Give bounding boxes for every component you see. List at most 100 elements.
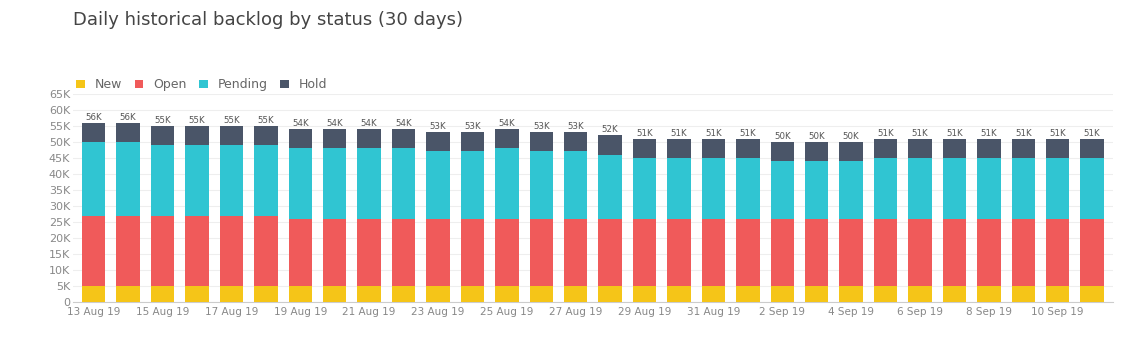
Text: 51K: 51K [671, 129, 687, 138]
Bar [461, 152, 484, 219]
Bar [805, 142, 828, 161]
Bar [771, 286, 794, 302]
Bar [1046, 158, 1069, 219]
Bar [151, 216, 174, 286]
Bar [668, 286, 690, 302]
Bar [392, 219, 415, 286]
Bar [254, 126, 278, 145]
Bar [254, 286, 278, 302]
Bar [461, 132, 484, 152]
Legend: New, Open, Pending, Hold: New, Open, Pending, Hold [76, 78, 328, 91]
Bar [977, 286, 1000, 302]
Bar [1012, 139, 1035, 158]
Bar [254, 216, 278, 286]
Bar [1046, 286, 1069, 302]
Bar [496, 219, 518, 286]
Bar [117, 142, 139, 216]
Text: 54K: 54K [396, 119, 411, 128]
Bar [840, 161, 863, 219]
Bar [323, 148, 346, 219]
Bar [151, 286, 174, 302]
Bar [289, 286, 312, 302]
Bar [564, 132, 588, 152]
Bar [736, 219, 760, 286]
Text: 51K: 51K [912, 129, 928, 138]
Bar [323, 129, 346, 148]
Bar [219, 126, 243, 145]
Bar [1012, 286, 1035, 302]
Bar [977, 158, 1000, 219]
Text: 51K: 51K [946, 129, 963, 138]
Bar [461, 219, 484, 286]
Text: 51K: 51K [705, 129, 722, 138]
Text: 55K: 55K [223, 116, 239, 125]
Bar [805, 161, 828, 219]
Bar [426, 152, 450, 219]
Bar [668, 139, 690, 158]
Text: 51K: 51K [636, 129, 653, 138]
Bar [117, 286, 139, 302]
Bar [1046, 219, 1069, 286]
Bar [633, 219, 656, 286]
Bar [323, 286, 346, 302]
Bar [908, 158, 932, 219]
Text: 51K: 51K [1084, 129, 1100, 138]
Text: 51K: 51K [1050, 129, 1066, 138]
Text: Daily historical backlog by status (30 days): Daily historical backlog by status (30 d… [73, 11, 463, 29]
Text: 56K: 56K [85, 113, 102, 122]
Bar [392, 148, 415, 219]
Bar [805, 286, 828, 302]
Bar [840, 219, 863, 286]
Text: 51K: 51K [740, 129, 756, 138]
Bar [908, 139, 932, 158]
Text: 52K: 52K [601, 125, 618, 134]
Bar [1012, 219, 1035, 286]
Bar [598, 155, 622, 219]
Text: 54K: 54K [292, 119, 309, 128]
Bar [701, 219, 725, 286]
Bar [633, 139, 656, 158]
Bar [736, 158, 760, 219]
Bar [392, 286, 415, 302]
Text: 54K: 54K [361, 119, 378, 128]
Bar [529, 219, 553, 286]
Bar [496, 129, 518, 148]
Bar [668, 158, 690, 219]
Bar [633, 158, 656, 219]
Bar [357, 148, 381, 219]
Bar [82, 286, 106, 302]
Bar [977, 139, 1000, 158]
Text: 51K: 51K [1015, 129, 1032, 138]
Bar [598, 286, 622, 302]
Bar [151, 126, 174, 145]
Text: 53K: 53K [464, 122, 481, 131]
Bar [701, 139, 725, 158]
Bar [1080, 286, 1104, 302]
Bar [426, 132, 450, 152]
Bar [82, 122, 106, 142]
Text: 53K: 53K [568, 122, 584, 131]
Text: 54K: 54K [326, 119, 343, 128]
Bar [357, 219, 381, 286]
Bar [564, 152, 588, 219]
Bar [736, 286, 760, 302]
Bar [977, 219, 1000, 286]
Bar [701, 286, 725, 302]
Bar [598, 219, 622, 286]
Bar [496, 286, 518, 302]
Bar [496, 148, 518, 219]
Bar [598, 135, 622, 155]
Bar [873, 219, 897, 286]
Bar [943, 219, 967, 286]
Bar [771, 161, 794, 219]
Bar [117, 216, 139, 286]
Bar [289, 219, 312, 286]
Bar [564, 219, 588, 286]
Bar [426, 286, 450, 302]
Bar [529, 286, 553, 302]
Text: 55K: 55K [154, 116, 171, 125]
Bar [943, 286, 967, 302]
Bar [185, 126, 209, 145]
Bar [117, 122, 139, 142]
Bar [185, 216, 209, 286]
